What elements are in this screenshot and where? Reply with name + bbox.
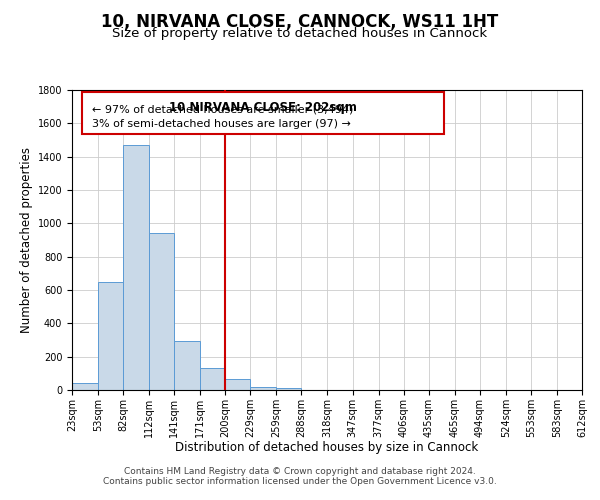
Bar xyxy=(72,384,98,390)
Text: 10 NIRVANA CLOSE: 202sqm: 10 NIRVANA CLOSE: 202sqm xyxy=(169,100,357,114)
Bar xyxy=(98,282,123,390)
Y-axis label: Number of detached properties: Number of detached properties xyxy=(20,147,34,333)
Text: Contains public sector information licensed under the Open Government Licence v3: Contains public sector information licen… xyxy=(103,477,497,486)
Text: 3% of semi-detached houses are larger (97) →: 3% of semi-detached houses are larger (9… xyxy=(92,120,351,130)
Bar xyxy=(225,379,250,390)
FancyBboxPatch shape xyxy=(82,92,444,134)
Bar xyxy=(174,341,200,390)
Bar xyxy=(200,368,225,390)
Bar xyxy=(123,145,149,390)
Bar xyxy=(277,388,301,390)
Bar xyxy=(149,234,174,390)
X-axis label: Distribution of detached houses by size in Cannock: Distribution of detached houses by size … xyxy=(175,441,479,454)
Bar xyxy=(250,386,277,390)
Text: 10, NIRVANA CLOSE, CANNOCK, WS11 1HT: 10, NIRVANA CLOSE, CANNOCK, WS11 1HT xyxy=(101,12,499,30)
Text: ← 97% of detached houses are smaller (3,494): ← 97% of detached houses are smaller (3,… xyxy=(92,104,354,114)
Text: Contains HM Land Registry data © Crown copyright and database right 2024.: Contains HM Land Registry data © Crown c… xyxy=(124,467,476,476)
Text: Size of property relative to detached houses in Cannock: Size of property relative to detached ho… xyxy=(112,28,488,40)
